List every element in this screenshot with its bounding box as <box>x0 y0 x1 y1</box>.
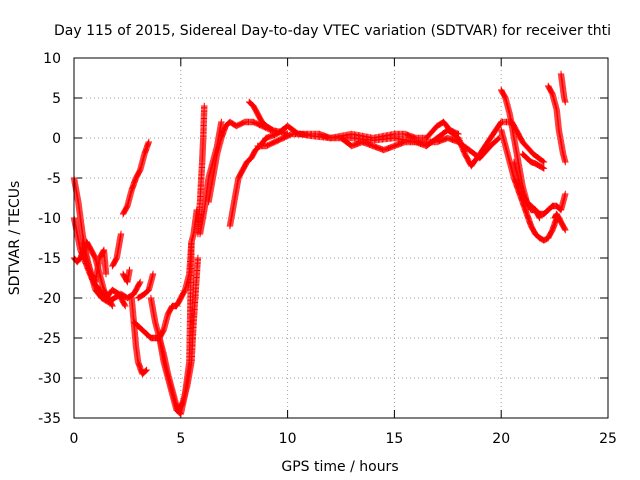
y-tick-label: -5 <box>47 171 61 187</box>
x-tick-label: 0 <box>70 431 79 447</box>
data-series <box>79 238 110 286</box>
chart-title: Day 115 of 2015, Sidereal Day-to-day VTE… <box>54 23 611 39</box>
plot-frame <box>73 57 609 419</box>
data-points <box>70 70 569 418</box>
data-series <box>119 266 133 286</box>
data-series <box>498 126 560 244</box>
x-tick-label: 5 <box>176 431 185 447</box>
data-series <box>119 138 152 218</box>
data-series <box>551 210 569 234</box>
grid-lines <box>74 58 608 418</box>
y-tick-label: -35 <box>38 411 61 427</box>
y-tick-label: -15 <box>38 251 61 267</box>
data-series <box>519 150 548 172</box>
axis-ticks <box>73 57 609 419</box>
y-tick-label: -20 <box>38 291 61 307</box>
data-series <box>337 118 548 170</box>
data-series <box>156 238 195 418</box>
y-axis-label: SDTVAR / TECUs <box>7 181 23 296</box>
x-axis-label: GPS time / hours <box>281 459 398 475</box>
x-tick-label: 25 <box>599 431 617 447</box>
data-series <box>557 70 569 106</box>
x-tick-label: 15 <box>385 431 403 447</box>
y-tick-label: -30 <box>38 371 61 387</box>
x-tick-labels: 0 5 10 15 20 25 <box>70 431 617 447</box>
data-series <box>510 158 569 218</box>
data-series <box>263 118 462 142</box>
data-series <box>109 230 125 270</box>
data-series <box>246 98 276 134</box>
y-tick-label: 5 <box>52 91 61 107</box>
y-tick-label: -25 <box>38 331 61 347</box>
data-series <box>134 270 157 302</box>
x-tick-label: 10 <box>279 431 297 447</box>
y-tick-label: -10 <box>38 211 61 227</box>
x-tick-label: 20 <box>492 431 510 447</box>
y-tick-label: 0 <box>52 131 61 147</box>
y-tick-labels: -35 -30 -25 -20 -15 -10 -5 0 5 10 <box>38 51 61 427</box>
y-tick-label: 10 <box>43 51 61 67</box>
data-series <box>545 82 569 166</box>
